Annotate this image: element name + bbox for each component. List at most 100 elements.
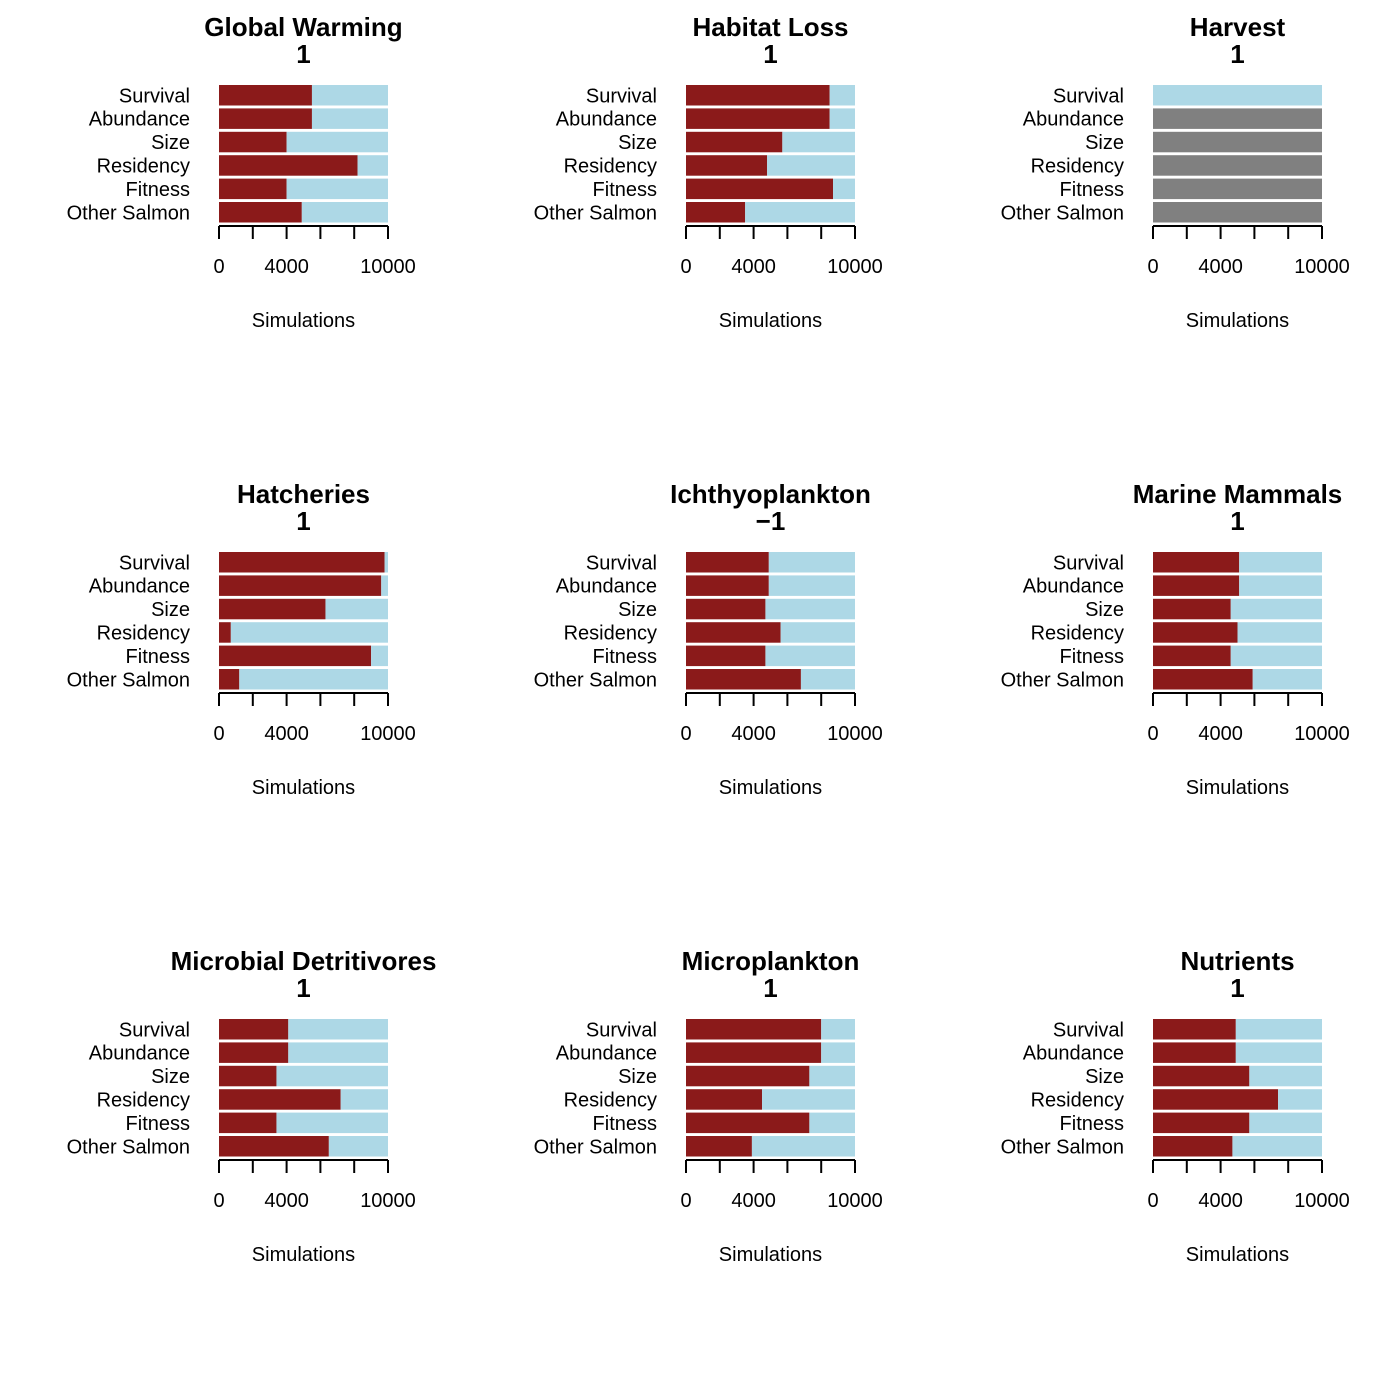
- x-tick-label: 4000: [1198, 1190, 1243, 1212]
- category-label: Survival: [586, 1019, 657, 1041]
- chart-title: Nutrients: [1180, 946, 1294, 976]
- category-label: Survival: [1053, 552, 1124, 574]
- category-label: Abundance: [1023, 1043, 1124, 1065]
- x-axis-label: Simulations: [1186, 777, 1289, 799]
- category-label: Size: [1085, 599, 1124, 621]
- bar-segment: [686, 1136, 752, 1157]
- bar-segment: [219, 155, 358, 176]
- bar-segment: [833, 178, 855, 200]
- chart-subtitle: 1: [296, 506, 310, 536]
- category-label: Residency: [97, 1089, 190, 1111]
- bar-segment: [219, 1019, 289, 1040]
- category-label: Other Salmon: [534, 669, 657, 691]
- bar-segment: [1249, 1065, 1322, 1087]
- x-tick-label: 10000: [360, 723, 416, 745]
- bar-segment: [219, 669, 240, 690]
- bar-segment: [219, 1136, 329, 1157]
- category-label: Size: [1085, 1066, 1124, 1088]
- chart-title: Hatcheries: [237, 479, 370, 509]
- bar-segment: [219, 202, 302, 223]
- bar-segment: [219, 1112, 277, 1134]
- bar-segment: [1235, 1042, 1322, 1063]
- bar-segment: [686, 645, 766, 667]
- category-label: Size: [1085, 132, 1124, 154]
- chart-panel: Ichthyoplankton−1 SurvivalAbundanceSizeRe…: [534, 479, 883, 799]
- x-axis-label: Simulations: [719, 777, 822, 799]
- category-label: Survival: [586, 552, 657, 574]
- chart-subtitle: 1: [1230, 506, 1244, 536]
- category-label: Size: [151, 599, 190, 621]
- bar-segment: [239, 669, 388, 690]
- category-label: Residency: [1031, 622, 1124, 644]
- x-tick-label: 10000: [360, 1190, 416, 1212]
- bar-segment: [1153, 108, 1322, 129]
- bar-segment: [686, 1112, 810, 1134]
- bar-segment: [1278, 1089, 1322, 1110]
- x-tick-label: 0: [1147, 256, 1158, 278]
- x-tick-label: 10000: [827, 1190, 883, 1212]
- x-tick-label: 10000: [827, 256, 883, 278]
- x-tick-label: 0: [680, 1190, 691, 1212]
- bar-segment: [821, 1019, 855, 1040]
- x-axis-label: Simulations: [1186, 310, 1289, 332]
- x-tick-label: 0: [213, 1190, 224, 1212]
- x-tick-label: 4000: [264, 256, 309, 278]
- x-tick-label: 10000: [1294, 1190, 1350, 1212]
- category-label: Abundance: [1023, 109, 1124, 131]
- bar-segment: [1235, 1019, 1322, 1040]
- chart-subtitle: 1: [763, 39, 777, 69]
- category-label: Size: [618, 1066, 657, 1088]
- x-axis-label: Simulations: [252, 310, 355, 332]
- category-label: Other Salmon: [534, 202, 657, 224]
- bar-segment: [311, 108, 388, 129]
- category-label: Abundance: [89, 109, 190, 131]
- category-label: Fitness: [593, 646, 657, 668]
- chart-subtitle: 1: [1230, 973, 1244, 1003]
- bar-segment: [686, 1019, 822, 1040]
- bar-segment: [829, 85, 855, 106]
- bar-segment: [219, 552, 385, 573]
- bar-segment: [768, 552, 855, 573]
- bar-segment: [1153, 622, 1238, 643]
- category-label: Abundance: [556, 576, 657, 598]
- category-label: Fitness: [1060, 179, 1124, 201]
- bar-segment: [219, 131, 287, 153]
- chart-subtitle: 1: [1230, 39, 1244, 69]
- x-tick-label: 10000: [827, 723, 883, 745]
- chart-title: Ichthyoplankton: [670, 479, 871, 509]
- bar-segment: [1153, 1136, 1233, 1157]
- x-axis-label: Simulations: [252, 1244, 355, 1266]
- category-label: Other Salmon: [1001, 1136, 1124, 1158]
- bar-segment: [782, 131, 855, 153]
- category-label: Size: [151, 132, 190, 154]
- bar-segment: [1153, 645, 1231, 667]
- x-tick-label: 4000: [731, 723, 776, 745]
- category-label: Abundance: [556, 1043, 657, 1065]
- bar-segment: [276, 1065, 388, 1087]
- category-label: Residency: [1031, 1089, 1124, 1111]
- bar-segment: [1230, 645, 1322, 667]
- bar-segment: [288, 1019, 388, 1040]
- category-label: Other Salmon: [67, 202, 190, 224]
- bar-segment: [1153, 1112, 1250, 1134]
- category-label: Fitness: [1060, 1113, 1124, 1135]
- bar-segment: [219, 1042, 289, 1063]
- category-label: Other Salmon: [67, 1136, 190, 1158]
- bar-segment: [1153, 155, 1322, 176]
- category-label: Fitness: [593, 179, 657, 201]
- chart-subtitle: −1: [756, 506, 786, 536]
- x-tick-label: 10000: [1294, 723, 1350, 745]
- bar-segment: [1153, 552, 1240, 573]
- bar-segment: [765, 645, 855, 667]
- x-tick-label: 0: [213, 723, 224, 745]
- bar-segment: [384, 552, 388, 573]
- bar-segment: [219, 1089, 341, 1110]
- chart-title: Harvest: [1190, 12, 1286, 42]
- category-label: Size: [618, 132, 657, 154]
- bar-segment: [762, 1089, 855, 1110]
- category-label: Survival: [119, 85, 190, 107]
- x-tick-label: 0: [213, 256, 224, 278]
- bar-segment: [340, 1089, 388, 1110]
